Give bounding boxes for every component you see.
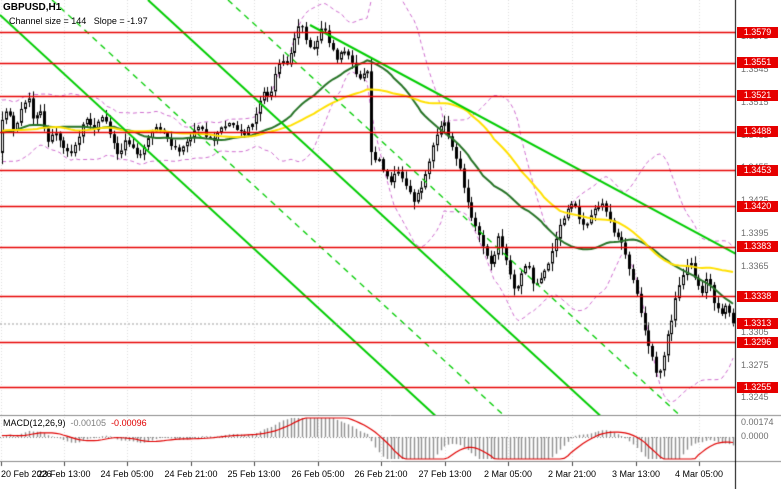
macd-value-signal: -0.00096 xyxy=(111,418,147,428)
price-level-badge: 1.3579 xyxy=(737,26,778,38)
price-level-badge: 1.3521 xyxy=(737,90,778,102)
channel-info-label: Channel size = 144 Slope = -1.97 xyxy=(9,16,148,26)
macd-value-main: -0.00105 xyxy=(70,418,107,428)
time-axis-label: 26 Feb 21:00 xyxy=(354,469,408,479)
price-level-badge: 1.3296 xyxy=(737,336,778,348)
time-axis-label: 20 Feb 2026 xyxy=(1,469,52,479)
time-axis-label: 24 Feb 21:00 xyxy=(164,469,218,479)
price-level-badge: 1.3551 xyxy=(737,57,778,69)
time-axis-label: 27 Feb 13:00 xyxy=(418,469,472,479)
price-axis-label: 1.3275 xyxy=(741,359,769,370)
price-axis-label: 1.3395 xyxy=(741,228,769,239)
price-level-badge: 1.3453 xyxy=(737,164,778,176)
price-axis-label: 1.3425 xyxy=(741,196,769,205)
macd-axis-max-label: 0.00174 xyxy=(741,417,774,427)
time-axis-label: 26 Feb 05:00 xyxy=(291,469,345,479)
time-axis-label: 24 Feb 05:00 xyxy=(100,469,154,479)
time-axis-label: 23 Feb 13:00 xyxy=(37,469,91,479)
price-axis-label: 1.3305 xyxy=(741,326,769,337)
time-axis-label: 25 Feb 13:00 xyxy=(227,469,281,479)
time-axis-label: 2 Mar 21:00 xyxy=(547,469,597,479)
time-axis[interactable]: 20 Feb 2026 23 Feb 13:00 24 Feb 05:00 24 Fe… xyxy=(0,466,781,489)
price-axis-label: 1.3545 xyxy=(741,63,769,74)
price-level-badge: 1.3383 xyxy=(737,241,778,253)
time-axis-label: 3 Mar 13:00 xyxy=(611,469,661,479)
price-level-badge: 1.3338 xyxy=(737,290,778,302)
price-level-badge: 1.3255 xyxy=(737,381,778,393)
current-price-badge: 1.3313 xyxy=(737,317,778,329)
time-axis-label: 4 Mar 05:00 xyxy=(674,469,724,479)
macd-indicator-label: MACD(12,26,9) -0.00105 -0.00096 xyxy=(3,418,147,428)
time-axis-label: 2 Mar 05:00 xyxy=(483,469,533,479)
macd-name-label: MACD(12,26,9) xyxy=(3,418,66,428)
price-axis-label: 1.3515 xyxy=(741,96,769,107)
price-level-badge: 1.3488 xyxy=(737,126,778,138)
price-level-badge: 1.3420 xyxy=(737,200,778,212)
price-axis-label: 1.3245 xyxy=(741,392,769,403)
price-axis-label: 1.3365 xyxy=(741,261,769,271)
symbol-timeframe-label: GBPUSD,H1 xyxy=(3,2,62,13)
macd-axis-zero-label: 0.0000 xyxy=(741,431,769,441)
price-axis[interactable]: 0.00174 0.0000 1.35751.35451.35151.34851… xyxy=(736,0,781,489)
